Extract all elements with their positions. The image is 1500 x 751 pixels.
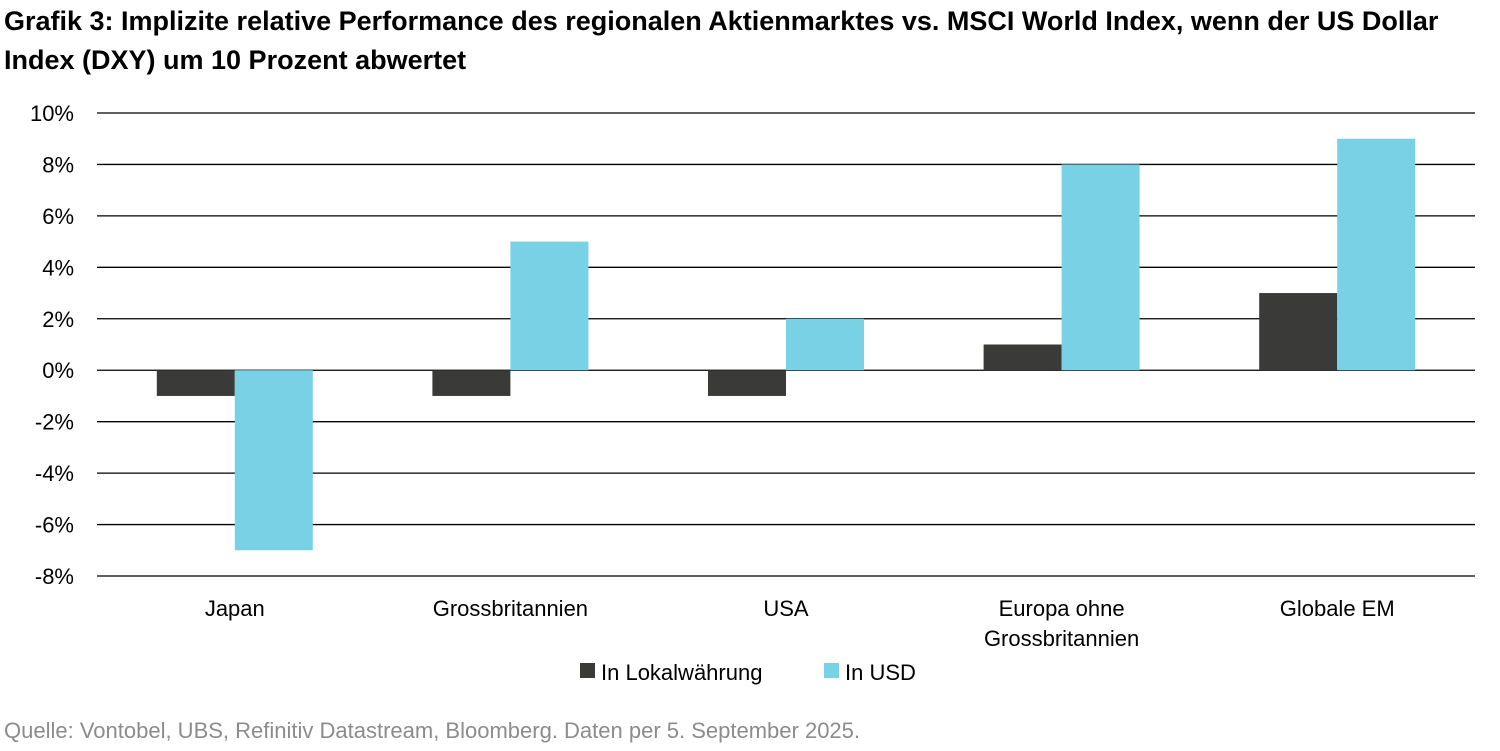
y-tick-label: 10% (30, 101, 74, 126)
chart-title: Grafik 3: Implizite relative Performance… (4, 6, 1439, 75)
y-tick-label: 2% (42, 307, 74, 332)
legend-label: In USD (845, 660, 916, 685)
legend-swatch (580, 663, 595, 678)
y-tick-label: 6% (42, 204, 74, 229)
bar-lokalwaehrung (708, 370, 786, 396)
bar-lokalwaehrung (983, 344, 1062, 371)
x-axis: Japan Grossbritannien USA Europa ohne Grossb… (205, 596, 1395, 651)
source-note: Quelle: Vontobel, UBS, Refinitiv Datastr… (4, 718, 861, 743)
bar-usd (234, 370, 313, 551)
y-tick-label: -4% (35, 461, 74, 486)
x-category-label: USA (763, 596, 809, 621)
x-category-label: Europa ohne (999, 596, 1125, 621)
legend: In Lokalwährung In USD (580, 660, 916, 685)
y-tick-label: -6% (35, 513, 74, 538)
legend-label: In Lokalwährung (601, 660, 762, 685)
legend-swatch (824, 663, 839, 678)
bar-usd (1061, 164, 1140, 371)
y-tick-label: 8% (42, 152, 74, 177)
x-category-label: Globale EM (1280, 596, 1395, 621)
bars (156, 138, 1416, 551)
gridlines (97, 112, 1475, 577)
bar-usd (510, 241, 589, 371)
bar-usd (1337, 138, 1416, 371)
bar-usd (786, 318, 864, 371)
y-tick-label: 0% (42, 358, 74, 383)
bar-lokalwaehrung (1259, 293, 1338, 371)
bar-lokalwaehrung (156, 370, 235, 396)
y-tick-label: -8% (35, 564, 74, 589)
x-category-label: Grossbritannien (984, 626, 1139, 651)
bar-lokalwaehrung (432, 370, 511, 396)
x-category-label: Grossbritannien (433, 596, 588, 621)
y-axis: 10% 8% 6% 4% 2% 0% -2% -4% -6% -8% (30, 101, 74, 589)
x-category-label: Japan (205, 596, 265, 621)
y-tick-label: -2% (35, 410, 74, 435)
y-tick-label: 4% (42, 255, 74, 280)
